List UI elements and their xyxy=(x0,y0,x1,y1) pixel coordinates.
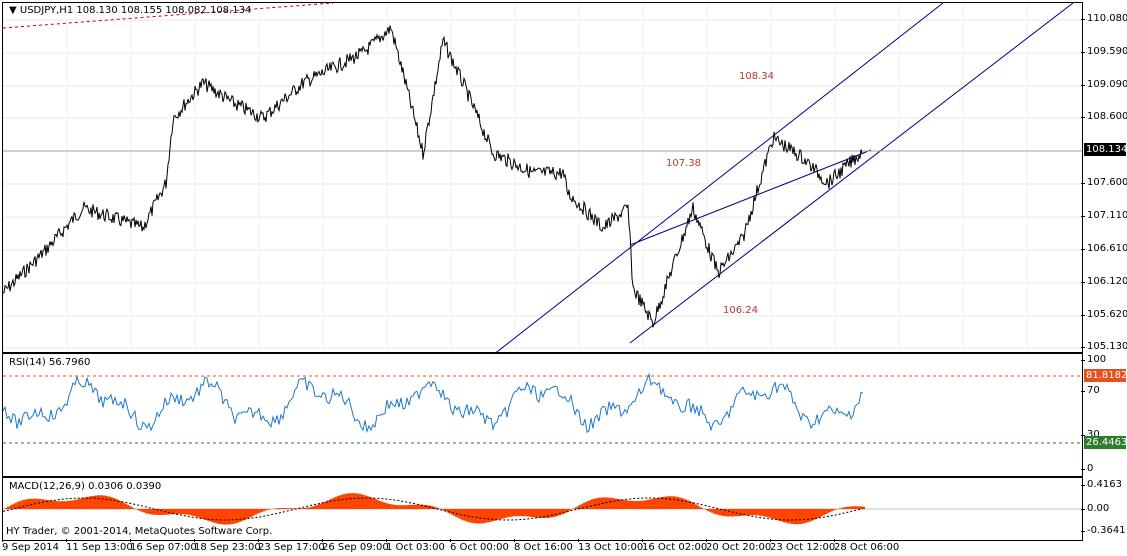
rsi-tick: 30 xyxy=(1081,429,1100,440)
time-tick: 11 Sep 13:00 xyxy=(66,539,133,553)
rsi-tick: 100 xyxy=(1080,354,1107,365)
time-tick: 1 Oct 03:00 xyxy=(386,539,445,553)
macd-tick: -0.3641 xyxy=(1081,525,1126,536)
channel-line-lower[interactable] xyxy=(629,3,1074,344)
price-tick: 106.610 xyxy=(1080,243,1127,254)
price-line xyxy=(3,25,863,328)
chart-title[interactable]: ▼ USDJPY,H1 108.130 108.155 108.082 108.… xyxy=(9,5,251,16)
rsi-pane[interactable]: RSI(14) 56.7960 xyxy=(2,353,1083,477)
label-lower: 106.24 xyxy=(723,305,758,316)
current-price-badge: 108.134 xyxy=(1084,143,1127,156)
macd-signal-line xyxy=(3,497,864,521)
symbol-info: USDJPY,H1 108.130 108.155 108.082 108.13… xyxy=(19,5,252,16)
price-tick: 105.130 xyxy=(1080,341,1127,352)
time-tick: 16 Oct 02:00 xyxy=(642,539,708,553)
price-tick: 110.080 xyxy=(1080,13,1127,24)
macd-tick: 0.00 xyxy=(1080,503,1110,514)
price-tick: 107.600 xyxy=(1080,177,1127,188)
price-pane[interactable]: ▼ USDJPY,H1 108.130 108.155 108.082 108.… xyxy=(2,2,1083,353)
time-axis[interactable]: 9 Sep 2014 11 Sep 13:00 16 Sep 07:00 18 … xyxy=(2,539,1082,556)
macd-chart xyxy=(3,493,1082,525)
rsi-upper-badge: 81.8182 xyxy=(1084,369,1127,382)
macd-tick: 0.4163 xyxy=(1081,479,1122,490)
rsi-line xyxy=(3,372,864,434)
copyright-text: HY Trader, © 2001-2014, MetaQuotes Softw… xyxy=(6,526,273,537)
time-tick: 9 Sep 2014 xyxy=(2,539,60,553)
price-tick: 108.600 xyxy=(1080,111,1127,122)
price-tick: 107.110 xyxy=(1080,210,1127,221)
macd-title[interactable]: MACD(12,26,9) 0.0306 0.0390 xyxy=(9,481,162,492)
price-tick: 105.620 xyxy=(1080,309,1127,320)
time-tick: 23 Sep 17:00 xyxy=(258,539,325,553)
rsi-title[interactable]: RSI(14) 56.7960 xyxy=(9,357,91,368)
time-tick: 6 Oct 00:00 xyxy=(450,539,509,553)
rsi-lower-badge: 26.4463 xyxy=(1084,436,1127,449)
label-mid: 107.38 xyxy=(666,158,701,169)
macd-histogram xyxy=(3,493,865,525)
time-tick: 18 Sep 23:00 xyxy=(194,539,261,553)
rsi-tick: 0 xyxy=(1080,463,1094,474)
time-tick: 28 Oct 06:00 xyxy=(834,539,900,553)
price-scale[interactable]: 110.080 109.590 109.090 108.600 108.134 … xyxy=(1080,2,1127,353)
time-tick: 20 Oct 20:00 xyxy=(706,539,772,553)
label-upper: 108.34 xyxy=(739,71,774,82)
time-tick: 26 Sep 09:00 xyxy=(322,539,389,553)
macd-scale[interactable]: 0.4163 0.00 -0.3641 xyxy=(1080,477,1127,541)
time-tick: 23 Oct 12:00 xyxy=(770,539,836,553)
rsi-scale[interactable]: 100 81.8182 70 30 26.4463 0 xyxy=(1080,353,1127,477)
triangle-down-icon[interactable]: ▼ xyxy=(9,5,17,16)
price-tick: 109.590 xyxy=(1080,46,1127,57)
time-tick: 16 Sep 07:00 xyxy=(130,539,197,553)
rsi-chart xyxy=(3,372,1082,444)
red-trendline[interactable] xyxy=(3,3,334,29)
rsi-tick: 70 xyxy=(1081,385,1100,396)
channel-line-base[interactable] xyxy=(629,149,872,246)
time-tick: 8 Oct 16:00 xyxy=(514,539,573,553)
time-tick: 13 Oct 10:00 xyxy=(578,539,644,553)
channel-line-upper[interactable] xyxy=(493,3,944,352)
price-tick: 106.120 xyxy=(1080,276,1127,287)
macd-pane[interactable]: MACD(12,26,9) 0.0306 0.0390 xyxy=(2,477,1083,541)
price-chart xyxy=(3,3,1082,352)
price-tick: 109.090 xyxy=(1080,79,1127,90)
